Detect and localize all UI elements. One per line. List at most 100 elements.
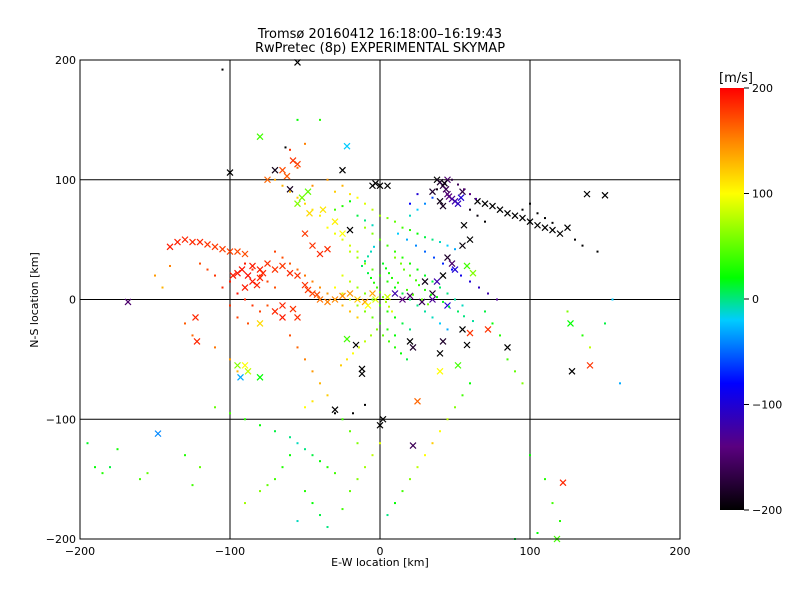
data-point-x — [294, 272, 301, 279]
data-point-dot — [274, 250, 276, 253]
axis-ticks: −200 −100 0 100 200 −200 −100 0 100 200 — [46, 54, 691, 558]
data-point-dot — [221, 286, 224, 289]
data-point-x — [226, 248, 234, 256]
data-point-x — [174, 238, 181, 246]
data-point-dot — [364, 202, 366, 205]
data-point-x — [511, 212, 519, 220]
data-point-x — [451, 266, 459, 273]
data-point-dot — [281, 466, 284, 469]
data-point-dot — [356, 304, 359, 307]
data-point-dot — [289, 148, 291, 151]
data-point-dot — [457, 183, 459, 186]
data-point-dot — [364, 292, 366, 295]
colorbar-tick-label: 100 — [752, 188, 773, 201]
data-point-dot — [334, 298, 336, 301]
data-point-dot — [259, 490, 261, 493]
data-point-x — [237, 373, 244, 381]
data-point-dot — [334, 190, 336, 193]
data-point-x — [279, 166, 286, 174]
data-point-dot — [304, 406, 306, 409]
data-point-dot — [184, 322, 186, 325]
data-point-x — [343, 142, 351, 150]
data-point-dot — [394, 334, 396, 337]
data-point-x — [384, 182, 391, 190]
data-point-x — [549, 226, 556, 234]
data-point-dot — [499, 334, 501, 337]
data-point-dot — [391, 276, 393, 279]
data-point-dot — [304, 448, 306, 451]
data-point-dot — [341, 508, 344, 511]
data-point-x — [541, 224, 549, 232]
data-point-dot — [478, 286, 480, 289]
data-point-x — [379, 415, 387, 423]
data-point-dot — [281, 256, 284, 259]
data-point-x — [226, 169, 234, 176]
data-point-dot — [326, 394, 329, 397]
data-point-dot — [296, 196, 299, 199]
data-point-x — [324, 298, 331, 306]
data-point-x — [439, 202, 447, 210]
data-point-x — [339, 292, 346, 300]
data-point-x — [534, 221, 541, 229]
data-point-x — [253, 281, 261, 289]
data-point-x — [196, 238, 204, 246]
data-point-dot — [373, 245, 375, 248]
data-point-dot — [367, 255, 369, 258]
data-point-dot — [559, 520, 561, 523]
data-point-dot — [244, 418, 246, 421]
data-point-dot — [221, 68, 224, 71]
data-point-dot — [409, 328, 411, 331]
data-point-dot — [394, 256, 396, 259]
data-point-dot — [304, 274, 306, 277]
data-point-dot — [349, 310, 351, 313]
data-point-dot — [379, 304, 381, 307]
y-tick-label: 0 — [69, 294, 76, 307]
data-point-x — [304, 286, 312, 294]
data-point-dot — [386, 280, 389, 283]
data-point-x — [372, 179, 379, 187]
data-point-x — [466, 329, 474, 337]
data-point-dot — [311, 400, 314, 403]
data-point-x — [289, 157, 297, 165]
data-point-dot — [386, 514, 389, 517]
data-point-dot — [566, 310, 569, 313]
data-point-x — [234, 248, 241, 256]
data-point-dot — [403, 268, 405, 271]
data-point-x — [406, 337, 414, 345]
data-point-dot — [418, 284, 420, 287]
data-point-dot — [574, 238, 576, 241]
data-point-x — [279, 314, 286, 321]
data-point-x — [192, 314, 199, 321]
data-point-x — [241, 250, 249, 258]
data-point-x — [463, 262, 471, 270]
data-point-x — [439, 337, 447, 345]
data-point-x — [439, 272, 447, 279]
x-tick-label: 200 — [670, 545, 691, 558]
data-point-dot — [364, 340, 366, 343]
data-point-x — [271, 308, 279, 315]
data-point-x — [460, 221, 468, 229]
data-point-x — [283, 172, 291, 180]
data-point-dot — [424, 236, 426, 239]
data-point-dot — [386, 328, 389, 331]
data-point-dot — [296, 520, 299, 523]
data-point-x — [384, 293, 391, 301]
data-point-dot — [436, 188, 438, 191]
data-point-dot — [581, 334, 584, 337]
data-point-dot — [334, 412, 336, 415]
data-point-dot — [409, 274, 411, 277]
data-point-dot — [379, 274, 381, 277]
data-point-x — [454, 361, 462, 369]
data-point-dot — [604, 322, 606, 325]
data-point-dot — [319, 286, 321, 289]
data-point-dot — [352, 412, 354, 415]
data-point-dot — [352, 352, 354, 355]
data-point-dot — [401, 490, 404, 493]
data-point-x — [219, 245, 226, 253]
data-point-dot — [460, 274, 462, 277]
data-point-dot — [581, 244, 584, 247]
data-point-dot — [431, 316, 434, 319]
x-tick-label: −200 — [65, 545, 95, 558]
data-point-dot — [349, 490, 351, 493]
data-point-x — [489, 202, 496, 210]
